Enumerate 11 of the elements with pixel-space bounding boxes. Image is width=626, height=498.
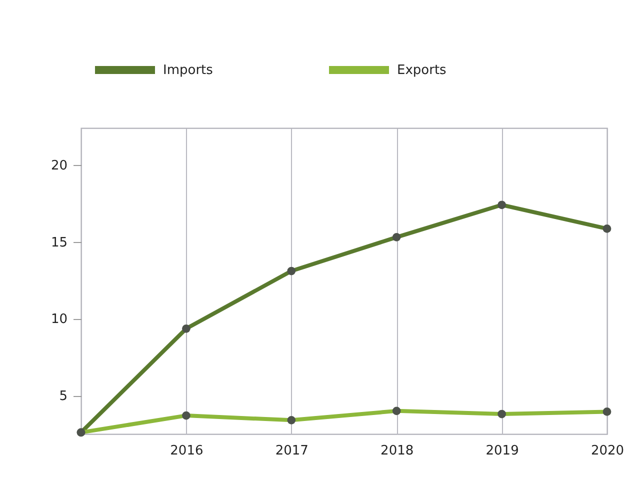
x-tick-label: 2018 [380, 444, 414, 458]
legend-label: Exports [397, 63, 447, 78]
legend-label: Imports [163, 63, 214, 78]
x-tick-label: 2020 [590, 444, 624, 458]
y-tick-label: 15 [50, 235, 68, 250]
x-tick-label: 2017 [275, 444, 308, 458]
x-tick-label: 2016 [170, 444, 204, 458]
x-tick-label: 2019 [486, 444, 519, 458]
y-tick-label: 20 [50, 158, 68, 174]
y-tick-label: 5 [59, 389, 68, 404]
y-tick-label: 10 [50, 312, 68, 328]
